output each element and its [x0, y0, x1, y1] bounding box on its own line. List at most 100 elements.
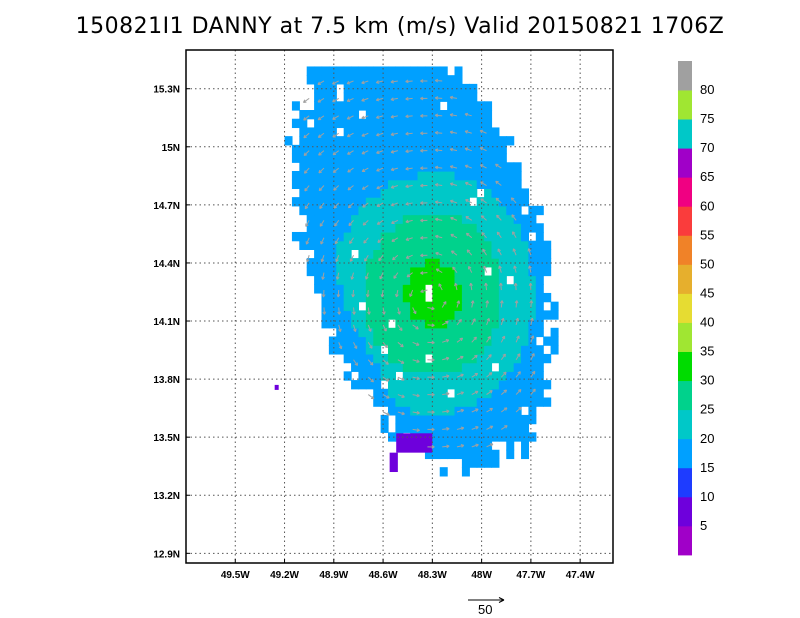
field-cell: [395, 223, 404, 233]
wind-vector-head: [480, 198, 484, 202]
field-cell: [491, 345, 500, 355]
wind-vector: [362, 185, 369, 190]
field-cell: [432, 266, 441, 277]
wind-vector: [346, 97, 354, 102]
field-cell: [314, 266, 323, 277]
field-cell: [365, 144, 374, 155]
field-cell: [358, 240, 367, 250]
wind-vector-head: [435, 217, 439, 222]
wind-vector-head: [434, 78, 439, 83]
field-cell: [491, 371, 500, 381]
field-cell: [380, 127, 389, 137]
field-cell: [491, 127, 500, 137]
field-cell: [498, 275, 507, 285]
wind-vector-head: [474, 372, 479, 377]
field-cell: [365, 240, 374, 250]
colorbar-label: 45: [700, 285, 714, 300]
field-cell: [439, 292, 448, 303]
field-cell: [410, 353, 419, 364]
wind-vector-head: [347, 151, 351, 155]
wind-vector-head: [304, 187, 308, 192]
field-cell: [388, 275, 396, 285]
wind-vector: [353, 342, 358, 349]
field-cell: [380, 371, 389, 381]
wind-vector-head: [320, 258, 325, 263]
field-cell: [506, 292, 515, 303]
wind-vector-head: [484, 282, 488, 287]
wind-vector: [305, 220, 310, 227]
field-cell: [402, 223, 411, 233]
field-cell: [432, 301, 441, 311]
field-cell: [410, 388, 419, 399]
field-cell: [396, 433, 433, 453]
field-cell: [454, 388, 463, 399]
field-cell: [395, 380, 404, 390]
field-cell: [498, 310, 507, 320]
wind-vector-head: [303, 134, 307, 139]
field-cell: [402, 284, 411, 294]
field-cell: [461, 353, 470, 364]
wind-vector-head: [480, 215, 485, 219]
x-tick-label: 47.7W: [516, 570, 545, 581]
field-cell: [380, 162, 389, 172]
field-cell: [314, 240, 323, 250]
field-cell: [469, 223, 478, 233]
wind-vector: [348, 220, 354, 226]
field-cell: [395, 345, 404, 355]
field-cell: [476, 284, 485, 294]
field-cell: [380, 66, 389, 76]
field-cell: [528, 223, 537, 233]
field-cell: [299, 197, 308, 207]
field-cell: [373, 101, 382, 111]
wind-vector: [376, 132, 384, 136]
field-cell: [439, 362, 448, 372]
field-cell: [439, 249, 448, 259]
wind-vector-head: [347, 186, 352, 191]
field-cell: [461, 345, 470, 355]
wind-vector-head: [516, 335, 520, 339]
field-cell: [395, 258, 404, 268]
wind-vector: [405, 80, 413, 83]
field-cell: [491, 327, 500, 338]
wind-vector-head: [446, 409, 450, 414]
field-cell: [321, 83, 330, 94]
wind-vector-head: [361, 168, 366, 172]
field-cell: [535, 284, 544, 294]
field-cell: [306, 214, 315, 224]
wind-vector: [441, 301, 447, 308]
field-cell: [491, 310, 500, 320]
field-cell: [447, 449, 456, 460]
field-cell: [535, 388, 544, 399]
y-tick-label: 14.1N: [153, 317, 180, 328]
wind-vector: [471, 372, 478, 378]
field-cell: [388, 197, 396, 207]
wind-vector-head: [319, 223, 324, 227]
field-cell: [336, 101, 345, 111]
wind-vector-head: [363, 240, 367, 244]
field-cell: [506, 188, 515, 198]
field-cell: [365, 371, 374, 381]
field-cell: [454, 136, 463, 146]
wind-vector: [303, 97, 310, 103]
field-cell: [469, 240, 478, 250]
field-cell: [491, 414, 500, 425]
field-cell: [439, 144, 448, 155]
field-cell: [439, 327, 448, 338]
field-cell: [306, 75, 315, 85]
field-cell: [476, 406, 485, 416]
field-cell: [506, 362, 515, 372]
wind-vector: [464, 113, 472, 117]
wind-vector-head: [317, 99, 322, 103]
field-cell: [314, 101, 323, 111]
wind-vector-head: [332, 81, 336, 85]
field-cell: [395, 336, 404, 346]
field-cell: [321, 275, 330, 285]
field-cell: [343, 136, 352, 146]
wind-vector: [397, 341, 404, 348]
wind-vector-head: [531, 353, 535, 357]
wind-vector: [304, 185, 310, 192]
wind-vector: [441, 320, 449, 326]
field-cell: [343, 75, 352, 85]
wind-vector: [452, 266, 458, 273]
wind-vector-head: [317, 116, 322, 121]
